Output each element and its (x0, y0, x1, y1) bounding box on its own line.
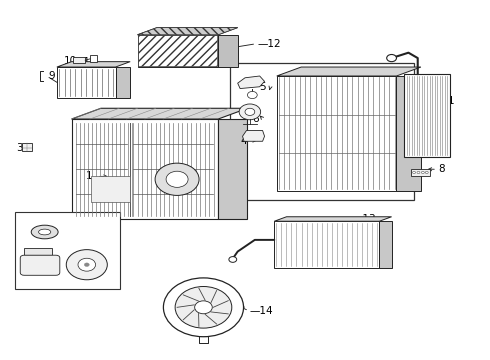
Text: 5: 5 (260, 82, 266, 92)
Polygon shape (57, 67, 116, 98)
Text: 10: 10 (64, 55, 77, 66)
Polygon shape (72, 108, 247, 119)
Polygon shape (238, 76, 265, 89)
Circle shape (66, 249, 107, 280)
Text: —11: —11 (432, 96, 455, 106)
Polygon shape (218, 35, 238, 67)
Circle shape (245, 108, 255, 116)
Polygon shape (243, 131, 265, 141)
Polygon shape (277, 76, 396, 191)
Circle shape (166, 171, 188, 187)
Circle shape (229, 257, 237, 262)
FancyBboxPatch shape (20, 255, 60, 275)
Circle shape (175, 287, 232, 328)
Circle shape (163, 278, 244, 337)
Ellipse shape (39, 229, 51, 235)
Polygon shape (379, 221, 392, 268)
Bar (22, 143, 32, 150)
Polygon shape (116, 67, 130, 98)
Polygon shape (274, 217, 392, 221)
Bar (139, 36, 217, 66)
Text: —14: —14 (250, 306, 273, 316)
Circle shape (239, 104, 261, 120)
Polygon shape (138, 28, 238, 35)
Text: 8: 8 (438, 164, 444, 174)
Circle shape (387, 54, 396, 62)
Circle shape (413, 171, 416, 174)
Text: —10: —10 (74, 57, 98, 67)
Text: 3: 3 (16, 143, 23, 153)
Bar (404, 74, 450, 157)
Circle shape (247, 91, 257, 99)
Circle shape (421, 171, 424, 174)
Text: 4: 4 (240, 136, 247, 145)
Polygon shape (218, 119, 247, 220)
Polygon shape (396, 76, 421, 191)
Text: 6: 6 (252, 114, 259, 124)
Circle shape (417, 171, 420, 174)
Circle shape (84, 263, 89, 266)
Circle shape (195, 301, 212, 314)
Bar (73, 57, 85, 63)
Circle shape (425, 171, 428, 174)
Ellipse shape (31, 225, 58, 239)
Polygon shape (138, 35, 218, 67)
Polygon shape (91, 176, 130, 202)
Bar (15, 212, 121, 289)
Circle shape (78, 258, 96, 271)
Text: 9: 9 (48, 71, 55, 81)
Text: 1: 1 (86, 171, 93, 181)
Polygon shape (277, 67, 421, 76)
Polygon shape (72, 119, 218, 220)
Text: 7: 7 (277, 132, 283, 142)
Text: —13: —13 (352, 215, 376, 224)
Polygon shape (274, 221, 379, 268)
Bar (411, 168, 430, 176)
Circle shape (155, 163, 199, 195)
Bar (230, 63, 414, 200)
Bar (24, 248, 52, 256)
Polygon shape (138, 28, 238, 35)
Polygon shape (57, 62, 130, 67)
Text: —12: —12 (257, 39, 281, 49)
Text: 2: 2 (23, 257, 29, 267)
Bar (90, 55, 98, 62)
